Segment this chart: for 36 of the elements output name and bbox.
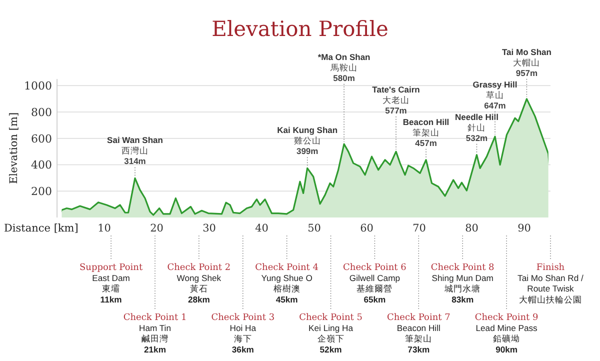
x-tick-label: 80 <box>465 222 478 234</box>
annotation: Tate's Cairn 大老山 577m <box>372 84 420 116</box>
y-tick-label: 1000 <box>24 80 52 93</box>
y-tick-label: 400 <box>31 158 52 172</box>
x-tick-label: 50 <box>308 222 321 234</box>
chart-title: Elevation Profile <box>212 17 388 41</box>
text: Check Point 2 Wong Shek 黃石 28km <box>167 263 231 304</box>
y-axis-title: Elevation [m] <box>8 112 20 184</box>
text: Check Point 6 Gilwell Camp 基維爾營 65km <box>343 263 407 304</box>
y-tick-label: 800 <box>31 106 52 119</box>
text: Check Point 3 Hoi Ha 海下 36km <box>211 313 275 354</box>
x-tick-label: 30 <box>202 222 216 234</box>
text: Check Point 1 Ham Tin 鹹田灣 21km <box>123 313 187 354</box>
text: Finish Tai Mo Shan Rd / Route Twisk 大帽山扶輪公園 <box>518 263 584 304</box>
annotation: Kai Kung Shan 雞公山 399m <box>277 125 338 156</box>
x-tick-label: 60 <box>360 222 374 234</box>
y-tick-label: 600 <box>31 132 52 146</box>
text: Check Point 4 Yung Shue O 榕樹澳 45km <box>255 263 319 304</box>
annotation: Grassy Hill 草山 647m <box>472 79 518 110</box>
annotation: Needle Hill 針山 532m <box>455 112 498 143</box>
x-axis-title: Distance [km] <box>4 222 78 234</box>
annotation: Tai Mo Shan 大帽山 957m <box>502 46 552 78</box>
text: Check Point 5 Kei Ling Ha 企嶺下 52km <box>299 313 363 354</box>
x-tick-label: 70 <box>412 222 426 234</box>
text: Check Point 8 Shing Mun Dam 城門水塘 83km <box>430 263 495 304</box>
annotation: *Ma On Shan 馬鞍山 580m <box>318 52 370 83</box>
text: Check Point 7 Beacon Hill 筆架山 73km <box>386 313 451 354</box>
annotation: Beacon Hill 筆架山 457m <box>402 116 450 148</box>
x-tick-label: 90 <box>518 222 531 234</box>
y-tick-label: 200 <box>31 185 52 198</box>
x-tick-label: 40 <box>255 222 268 234</box>
text: Support Point East Dam 東壩 11km <box>80 263 143 304</box>
text: Check Point 9 Lead Mine Pass 鉛礦坳 90km <box>474 313 538 354</box>
x-tick-label: 10 <box>98 222 111 234</box>
annotation: Sai Wan Shan 西灣山 314m <box>107 135 163 166</box>
x-tick-label: 20 <box>150 222 164 234</box>
